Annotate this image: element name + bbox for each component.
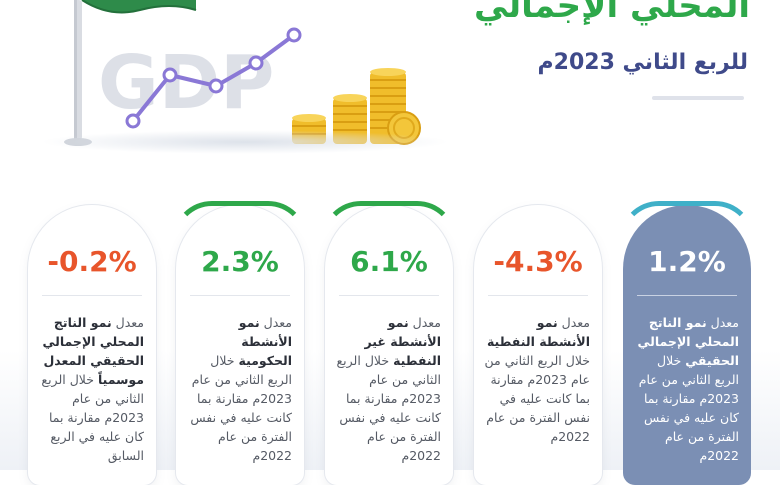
card-divider [488, 295, 588, 296]
page-title: المحلي الإجمالي [473, 0, 750, 26]
stat-description: معدل نمو الأنشطة غير النفطية خلال الربع … [336, 315, 441, 463]
stat-card-government: 2.3% معدل نمو الأنشطة الحكومية خلال الرب… [172, 201, 308, 485]
stat-description: معدل نمو الأنشطة الحكومية خلال الربع الث… [190, 315, 292, 463]
stat-description: معدل نمو الأنشطة النفطية خلال الربع الثا… [484, 315, 590, 444]
ground-shadow [40, 130, 450, 154]
card-divider [42, 295, 142, 296]
gdp-illustration: GDP [64, 0, 421, 146]
growth-line-icon [125, 27, 302, 129]
card-divider [339, 295, 439, 296]
card-arc [321, 201, 457, 241]
stat-description: معدل نمو الناتج المحلي الإجمالي الحقيقي … [41, 315, 144, 463]
stat-card-non-oil: 6.1% معدل نمو الأنشطة غير النفطية خلال ا… [321, 201, 457, 485]
card-arc [619, 201, 755, 241]
gdp-text: GDP [98, 40, 274, 126]
stat-value: 6.1% [350, 245, 428, 278]
stat-card-seasonal-gdp: -0.2% معدل نمو الناتج المحلي الإجمالي ال… [28, 205, 156, 485]
card-arc [172, 201, 308, 241]
page-subtitle: للربع الثاني 2023م [537, 50, 748, 75]
card-divider [190, 295, 290, 296]
title-underline [652, 96, 744, 100]
hero-illustration: GDP [0, 0, 460, 175]
card-divider [637, 295, 737, 296]
stat-description: معدل نمو الناتج المحلي الإجمالي الحقيقي … [637, 315, 739, 463]
stat-value: -0.2% [47, 245, 137, 278]
stat-card-oil: -4.3% معدل نمو الأنشطة النفطية خلال الرب… [474, 205, 602, 485]
stat-card-real-gdp: 1.2% معدل نمو الناتج المحلي الإجمالي الح… [619, 201, 755, 485]
stat-value: 2.3% [201, 245, 279, 278]
stat-value: -4.3% [493, 245, 583, 278]
stat-value: 1.2% [648, 245, 726, 278]
